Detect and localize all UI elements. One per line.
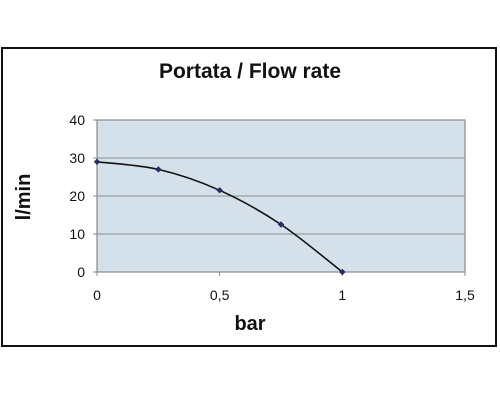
y-tick-label: 20 <box>69 188 85 204</box>
data-point-0 <box>93 158 101 165</box>
data-point-2 <box>216 187 223 194</box>
series-layer <box>93 158 346 276</box>
y-tick-label: 40 <box>69 112 85 128</box>
x-tick-label: 1,5 <box>455 287 475 303</box>
y-tick-label: 10 <box>69 226 85 242</box>
y-tick-label: 30 <box>69 150 85 166</box>
x-tick-label: 1 <box>338 287 346 303</box>
x-tick-label: 0,5 <box>210 287 230 303</box>
x-axis-title: bar <box>234 313 265 335</box>
x-tick-label: 0 <box>93 287 101 303</box>
y-axis-title: l/min <box>13 174 35 221</box>
chart-title: Portata / Flow rate <box>159 60 341 83</box>
y-axis-ticks: 0 10 20 30 40 <box>69 112 97 280</box>
y-tick-label: 0 <box>77 264 85 280</box>
plot-area <box>96 119 466 273</box>
data-point-1 <box>155 166 162 173</box>
x-axis-ticks: 0 0,5 1 1,5 <box>93 272 475 303</box>
data-point-4 <box>339 268 346 276</box>
data-point-3 <box>277 221 285 228</box>
